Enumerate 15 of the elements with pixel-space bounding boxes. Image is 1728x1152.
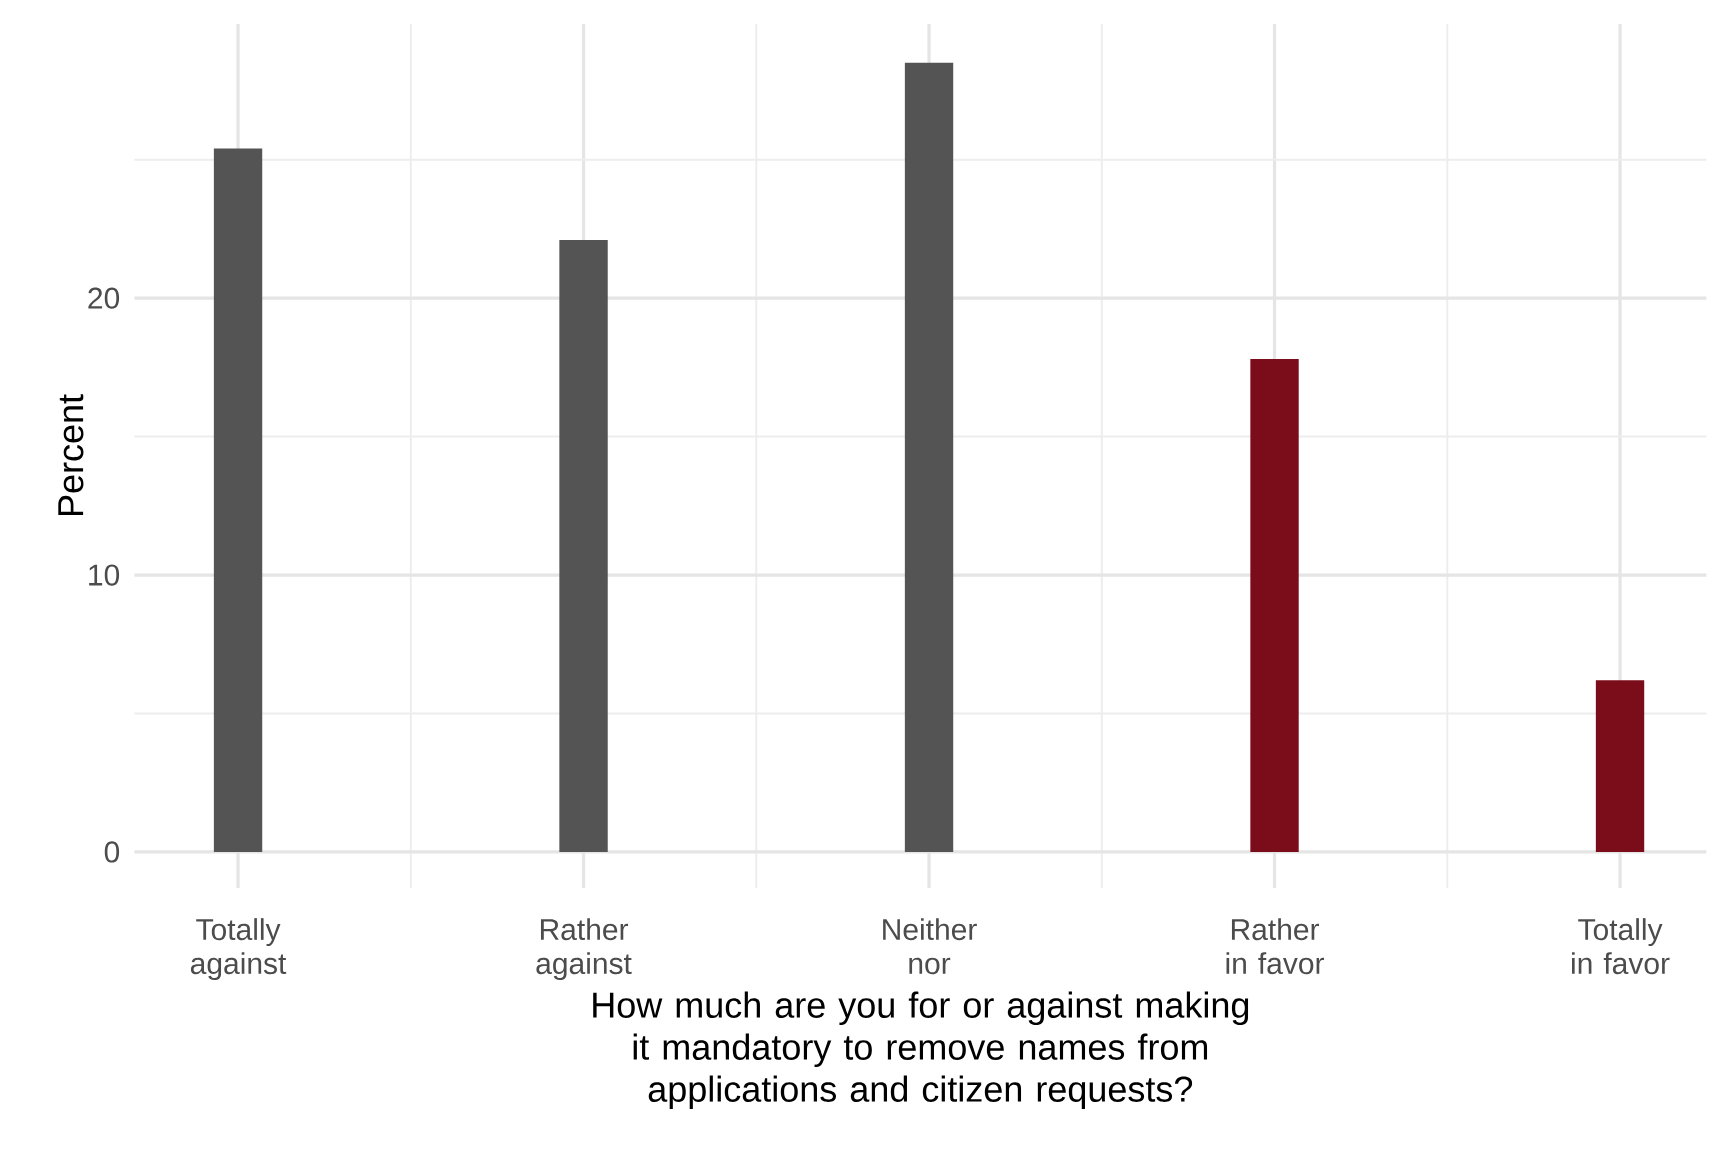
x-tick-label: Rather against [536,918,632,981]
x-tick-label: Neither nor [883,918,977,975]
bar [213,148,263,852]
bar [559,239,608,852]
x-tick-label: Totally against [190,918,287,981]
bar [904,62,954,852]
bar [1250,359,1299,852]
y-tick-label: 0 [104,841,120,863]
y-axis-title: Percent [58,394,84,516]
x-tick-label: Totally in favor [1572,918,1670,975]
x-tick-label: Rather in favor [1226,918,1325,975]
bar [1595,680,1645,852]
y-tick-label: 20 [88,287,120,309]
x-axis-title: How much are you for or against making it mandatory to remove names from applications and citizen requests? [593,991,1249,1110]
y-tick-label: 10 [89,564,120,586]
